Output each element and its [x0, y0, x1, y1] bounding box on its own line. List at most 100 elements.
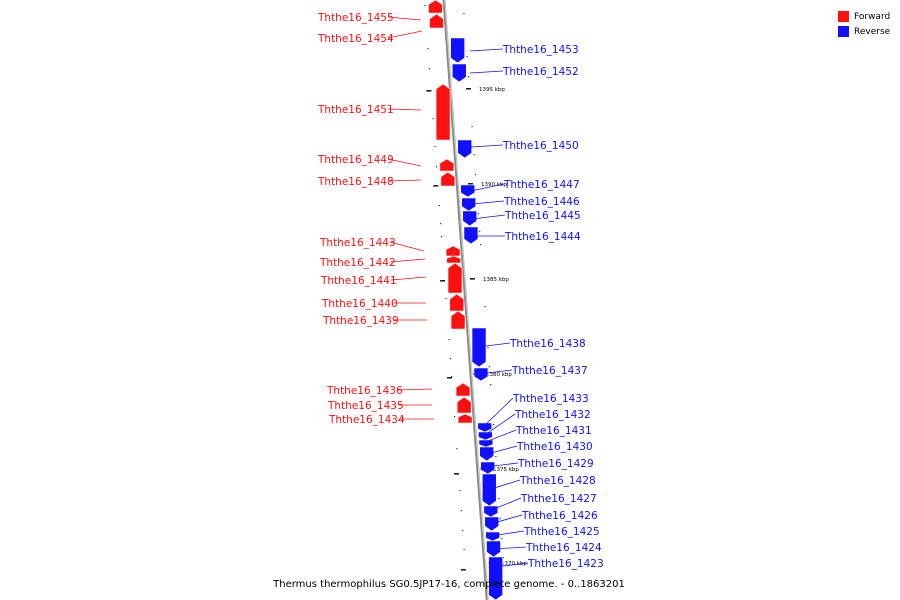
major-tick	[440, 280, 446, 282]
gene-leader-line	[488, 497, 522, 512]
gene-label[interactable]: Ththe16_1439	[322, 315, 399, 327]
gene-label[interactable]: Ththe16_1435	[327, 400, 404, 412]
gene-label[interactable]: Ththe16_1442	[319, 257, 396, 269]
gene-leader-line	[490, 530, 525, 537]
coordinate-tick	[468, 183, 473, 185]
gene-arrow-reverse[interactable]	[484, 516, 500, 532]
gene-label[interactable]: Ththe16_1453	[502, 44, 579, 56]
gene-arrow-reverse[interactable]	[488, 556, 503, 600]
gene-label[interactable]: Ththe16_1447	[503, 179, 580, 191]
gene-arrow-reverse[interactable]	[478, 431, 493, 441]
gene-arrow-reverse[interactable]	[473, 367, 489, 382]
gene-label[interactable]: Ththe16_1433	[512, 393, 589, 405]
minor-tick	[502, 557, 504, 559]
gene-label[interactable]: Ththe16_1438	[509, 338, 586, 350]
gene-label[interactable]: Ththe16_1423	[527, 558, 604, 570]
minor-tick	[488, 366, 490, 368]
caption-text: Thermus thermophilus SG0.5JP17-16, compl…	[273, 579, 625, 590]
gene-label[interactable]: Ththe16_1426	[521, 510, 598, 522]
gene-arrow-reverse[interactable]	[462, 210, 478, 227]
gene-label[interactable]: Ththe16_1431	[515, 425, 592, 437]
major-tick	[453, 473, 459, 475]
coordinate-label: 1390 kbp	[481, 182, 507, 188]
gene-label[interactable]: Ththe16_1452	[502, 66, 579, 78]
gene-label[interactable]: Ththe16_1432	[514, 409, 591, 421]
gene-leader-line	[469, 48, 504, 52]
gene-leader-line	[484, 462, 519, 468]
gene-label[interactable]: Ththe16_1425	[523, 526, 600, 538]
gene-arrow-reverse[interactable]	[480, 461, 495, 475]
gene-leader-line	[469, 70, 504, 74]
minor-tick	[473, 154, 475, 156]
gene-leader-line	[481, 413, 516, 438]
gene-arrow-reverse[interactable]	[457, 139, 473, 159]
gene-label[interactable]: Ththe16_1451	[317, 104, 394, 116]
gene-label[interactable]: Ththe16_1443	[319, 237, 396, 249]
gene-label[interactable]: Ththe16_1437	[511, 365, 588, 377]
legend-item-reverse: Reverse	[838, 24, 890, 39]
gene-label[interactable]: Ththe16_1434	[328, 414, 405, 426]
gene-label[interactable]: Ththe16_1429	[517, 458, 594, 470]
gene-arrow-forward[interactable]	[428, 0, 443, 14]
gene-label[interactable]: Ththe16_1446	[503, 196, 580, 208]
gene-label[interactable]: Ththe16_1428	[519, 475, 596, 487]
minor-tick	[495, 456, 497, 458]
gene-arrow-forward[interactable]	[447, 262, 463, 294]
gene-label[interactable]: Ththe16_1454	[317, 33, 394, 45]
gene-label[interactable]: Ththe16_1455	[317, 12, 394, 24]
minor-tick	[438, 205, 440, 207]
map-caption: Thermus thermophilus SG0.5JP17-16, compl…	[0, 579, 900, 590]
gene-label[interactable]: Ththe16_1441	[320, 275, 397, 287]
gene-arrow-forward[interactable]	[457, 413, 473, 424]
minor-tick	[499, 518, 501, 520]
minor-tick	[451, 376, 453, 378]
minor-tick	[479, 231, 481, 233]
gene-arrow-forward[interactable]	[455, 382, 471, 397]
minor-tick	[435, 166, 438, 168]
gene-arrow-forward[interactable]	[435, 83, 451, 141]
gene-arrow-forward[interactable]	[449, 293, 465, 312]
minor-tick	[477, 213, 479, 215]
gene-arrow-forward[interactable]	[445, 245, 461, 257]
gene-label[interactable]: Ththe16_1430	[516, 441, 593, 453]
gene-leader-line	[471, 200, 505, 205]
gene-arrow-forward[interactable]	[450, 310, 466, 330]
gene-arrow-reverse[interactable]	[461, 197, 477, 212]
gene-label[interactable]: Ththe16_1450	[502, 140, 579, 152]
gene-leader-line	[471, 214, 506, 220]
minor-tick	[453, 416, 456, 418]
gene-label[interactable]: Ththe16_1436	[326, 385, 403, 397]
gene-arrow-reverse[interactable]	[478, 439, 494, 448]
gene-arrow-reverse[interactable]	[450, 37, 465, 64]
gene-arrow-reverse[interactable]	[460, 184, 476, 198]
gene-arrow-reverse[interactable]	[471, 327, 487, 368]
gene-arrow-reverse[interactable]	[477, 422, 493, 433]
gene-label[interactable]: Ththe16_1445	[504, 210, 581, 222]
gene-leader-line	[470, 144, 504, 148]
gene-arrow-reverse[interactable]	[451, 63, 467, 83]
gene-label[interactable]: Ththe16_1440	[321, 298, 398, 310]
minor-tick	[487, 347, 489, 349]
gene-arrow-reverse[interactable]	[485, 531, 500, 542]
gene-arrow-forward[interactable]	[439, 158, 455, 172]
gene-leader-line	[481, 397, 514, 429]
gene-label[interactable]: Ththe16_1444	[504, 231, 581, 243]
gene-label[interactable]: Ththe16_1449	[317, 154, 394, 166]
gene-label[interactable]: Ththe16_1427	[520, 493, 597, 505]
gene-label[interactable]: Ththe16_1448	[317, 176, 394, 188]
gene-arrow-forward[interactable]	[429, 13, 444, 29]
gene-leader-line	[470, 183, 505, 192]
gene-label[interactable]: Ththe16_1424	[525, 542, 602, 554]
coordinate-label: 1380 kbp	[486, 372, 512, 378]
gene-leader-line	[477, 342, 511, 348]
minor-tick	[449, 358, 451, 360]
gene-arrow-forward[interactable]	[440, 171, 456, 187]
gene-leader-line	[387, 179, 422, 182]
gene-arrow-reverse[interactable]	[483, 505, 499, 518]
minor-tick	[428, 68, 431, 70]
gene-leader-line	[494, 562, 529, 568]
gene-arrow-reverse[interactable]	[463, 226, 479, 245]
minor-tick	[479, 244, 482, 246]
gene-arrow-forward[interactable]	[446, 255, 461, 264]
gene-arrow-forward[interactable]	[456, 396, 472, 414]
